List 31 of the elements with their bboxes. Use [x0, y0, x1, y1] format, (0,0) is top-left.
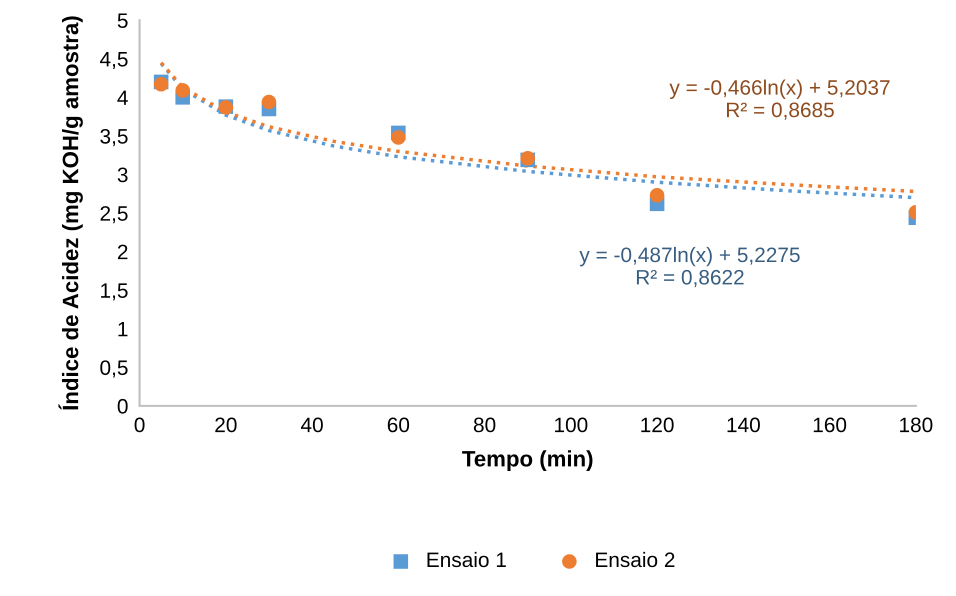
y-tick-label: 0	[118, 398, 128, 414]
x-tick-label: 80	[474, 418, 496, 432]
y-tick-label: 4,5	[100, 52, 128, 70]
y-tick-label: 3,5	[100, 128, 128, 146]
y-tick-label: 2,5	[100, 206, 128, 224]
x-tick-label: 60	[388, 418, 410, 432]
y-tick-label: 4	[117, 90, 128, 105]
x-tick-label: 120	[641, 418, 674, 432]
y-tick-label: 1,5	[101, 283, 128, 300]
x-tick-label: 160	[814, 418, 846, 432]
y-tick-label: 5	[118, 13, 128, 28]
y-tick-label: 3	[118, 168, 128, 182]
y-tick-label: 2	[118, 244, 128, 260]
x-axis-title: Tempo (min)	[462, 450, 592, 472]
point	[262, 94, 276, 110]
legend-label: Ensaio 2	[596, 552, 674, 568]
annotation: y = -0,487ln(x) + 5,2275 R² = 0,8622	[579, 246, 800, 288]
x-tick-label: 0	[134, 418, 145, 432]
legend-label: Ensaio 1	[428, 552, 506, 568]
x-tick-label: 20	[215, 418, 237, 432]
point	[175, 83, 190, 98]
x-tick-label: 100	[555, 418, 588, 432]
point	[650, 188, 664, 203]
annotation: y = -0,466ln(x) + 5,2037 R² = 0,8685	[669, 80, 890, 120]
x-tick-label: 140	[728, 418, 760, 432]
x-tick-label: 180	[900, 418, 932, 432]
x-tick-label: 40	[300, 418, 323, 432]
y-axis-title: Índice de Acidez (mg KOH/g amostra)	[58, 16, 83, 410]
y-tick-label: 1	[118, 322, 128, 336]
y-tick-label: 0,5	[100, 360, 128, 378]
point	[391, 130, 406, 145]
